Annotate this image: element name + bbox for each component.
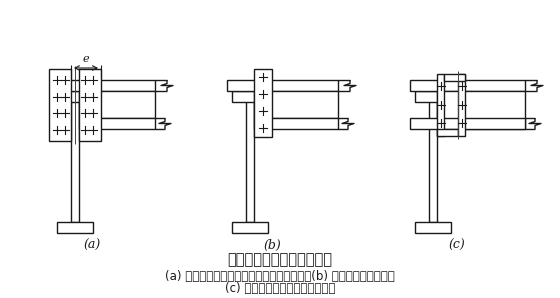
Bar: [437, 128, 458, 136]
Bar: [232, 91, 268, 102]
Text: (c) 用角钢分别连于主、次梁腹板: (c) 用角钢分别连于主、次梁腹板: [225, 283, 335, 296]
Bar: [254, 69, 272, 136]
Bar: [458, 74, 465, 136]
Bar: [254, 91, 338, 118]
Text: e: e: [83, 54, 89, 64]
Bar: [57, 91, 93, 102]
Bar: [410, 80, 525, 91]
Bar: [429, 91, 437, 222]
Bar: [254, 118, 338, 129]
Bar: [444, 74, 465, 80]
Text: (a): (a): [83, 238, 101, 252]
Text: (b): (b): [263, 238, 281, 252]
Bar: [49, 69, 71, 140]
Bar: [232, 222, 268, 233]
Bar: [57, 222, 93, 233]
Text: (c): (c): [449, 238, 465, 252]
Bar: [415, 91, 451, 102]
Text: (a) 用拼接板分别连于次梁及主梁加劲肋上；(b) 次梁腹板连于主梁；: (a) 用拼接板分别连于次梁及主梁加劲肋上；(b) 次梁腹板连于主梁；: [165, 269, 395, 283]
Bar: [246, 91, 254, 222]
Bar: [410, 118, 525, 129]
Text: 次梁与主梁的螺栓简支连接: 次梁与主梁的螺栓简支连接: [227, 252, 333, 268]
Bar: [79, 69, 101, 140]
Bar: [79, 91, 155, 118]
Bar: [437, 74, 444, 136]
Bar: [71, 91, 79, 222]
Bar: [79, 118, 155, 129]
Bar: [227, 80, 338, 91]
Bar: [52, 80, 155, 91]
Bar: [415, 222, 451, 233]
Bar: [437, 91, 525, 129]
